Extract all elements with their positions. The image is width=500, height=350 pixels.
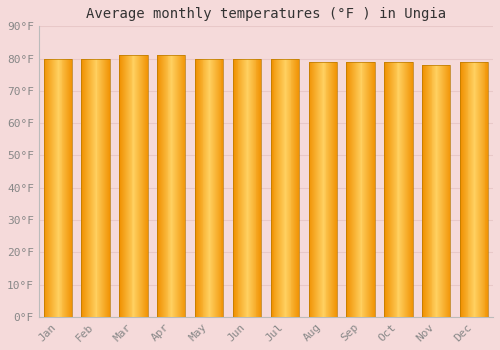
- Bar: [82, 58, 110, 317]
- Bar: [233, 58, 261, 317]
- Bar: [157, 55, 186, 317]
- Bar: [346, 62, 375, 317]
- Bar: [308, 62, 337, 317]
- Bar: [119, 55, 148, 317]
- Bar: [195, 58, 224, 317]
- Bar: [44, 58, 72, 317]
- Title: Average monthly temperatures (°F ) in Ungia: Average monthly temperatures (°F ) in Un…: [86, 7, 446, 21]
- Bar: [270, 58, 299, 317]
- Bar: [422, 65, 450, 317]
- Bar: [384, 62, 412, 317]
- Bar: [460, 62, 488, 317]
